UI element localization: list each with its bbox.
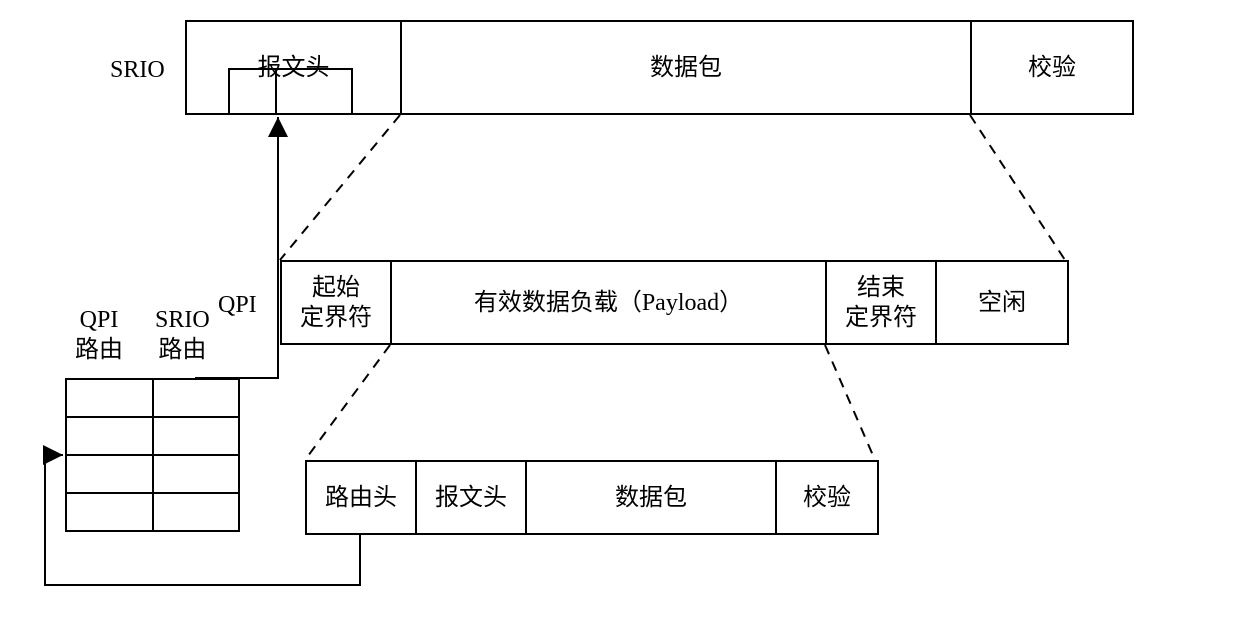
- srio-check-cell: 校验: [972, 22, 1132, 113]
- table-cell: [154, 456, 239, 492]
- table-cell: [67, 418, 154, 454]
- table-cell: [154, 380, 239, 416]
- table-row: [67, 418, 238, 456]
- srio-to-qpi-dash-left: [280, 115, 400, 260]
- table-row: [67, 494, 238, 530]
- table-cell: [154, 494, 239, 530]
- qpi-packet-row: 起始 定界符 有效数据负载（Payload） 结束 定界符 空闲: [280, 260, 1069, 345]
- table-row: [67, 456, 238, 494]
- payload-header-cell: 报文头: [417, 462, 527, 533]
- table-cell: [67, 456, 154, 492]
- srio-header-subfields: [228, 68, 353, 115]
- payload-route-head-cell: 路由头: [307, 462, 417, 533]
- table-cell: [154, 418, 239, 454]
- srio-to-qpi-dash-right: [970, 115, 1065, 260]
- qpi-payload-cell: 有效数据负载（Payload）: [392, 262, 827, 343]
- payload-breakdown-row: 路由头 报文头 数据包 校验: [305, 460, 879, 535]
- qpi-start-delim-cell: 起始 定界符: [282, 262, 392, 343]
- qpi-end-delim-cell: 结束 定界符: [827, 262, 937, 343]
- srio-header-subfield-1: [277, 70, 352, 113]
- srio-data-cell: 数据包: [402, 22, 972, 113]
- srio-route-header: SRIO 路由: [155, 305, 210, 365]
- table-cell: [67, 380, 154, 416]
- qpi-idle-cell: 空闲: [937, 262, 1067, 343]
- table-row: [67, 380, 238, 418]
- srio-label: SRIO: [110, 55, 165, 85]
- qpi-to-payload-dash-left: [305, 345, 390, 460]
- qpi-route-header: QPI 路由: [75, 305, 123, 365]
- payload-data-cell: 数据包: [527, 462, 777, 533]
- payload-check-cell: 校验: [777, 462, 877, 533]
- qpi-label: QPI: [218, 290, 257, 320]
- route-mapping-table: [65, 378, 240, 532]
- table-cell: [67, 494, 154, 530]
- srio-header-subfield-0: [230, 70, 277, 113]
- qpi-to-payload-dash-right: [825, 345, 875, 460]
